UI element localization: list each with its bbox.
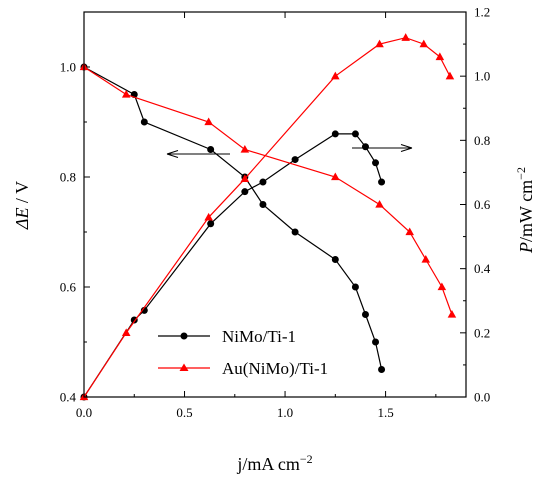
x-tick-label: 0.0	[76, 405, 92, 420]
data-point	[331, 172, 340, 181]
right-tick-label: 0.6	[474, 197, 491, 212]
x-axis-title: j/mA cm−2	[236, 452, 312, 474]
x-tick-label: 0.5	[176, 405, 192, 420]
left-tick-label: 1.0	[60, 60, 76, 75]
legend-label-au-nimo: Au(NiMo)/Ti-1	[222, 359, 328, 378]
data-point	[207, 146, 215, 153]
x-tick-label: 1.5	[377, 405, 393, 420]
right-tick-label: 0.0	[474, 390, 490, 405]
left-axis-title: ΔE / V	[12, 181, 32, 230]
right-tick-label: 1.0	[474, 69, 490, 84]
x-tick-label: 1.0	[277, 405, 293, 420]
data-point	[435, 52, 445, 61]
x-tick-labels: 0.0 0.5 1.0 1.5	[76, 405, 394, 420]
series-line	[83, 66, 383, 370]
data-point	[140, 118, 148, 126]
left-tick-label: 0.8	[60, 170, 76, 185]
data-point	[372, 159, 380, 167]
legend-item-nimo: NiMo/Ti-1	[158, 327, 296, 346]
data-point	[241, 188, 249, 196]
right-tick-label: 1.2	[474, 5, 490, 20]
data-point	[121, 328, 131, 336]
data-point	[447, 310, 457, 318]
data-point	[207, 220, 215, 228]
data-point	[361, 143, 369, 151]
legend-label-nimo: NiMo/Ti-1	[222, 327, 296, 346]
data-point	[204, 212, 213, 221]
data-point	[331, 130, 339, 138]
series-2-voltage	[79, 62, 457, 318]
series-line	[83, 66, 453, 315]
data-point	[331, 256, 339, 263]
data-point	[351, 283, 359, 291]
data-point	[331, 71, 340, 80]
data-point	[405, 227, 414, 236]
left-axis-arrow	[166, 150, 230, 158]
data-point	[437, 282, 447, 291]
data-point	[375, 200, 384, 208]
left-tick-label: 0.4	[60, 390, 77, 405]
data-point	[240, 145, 250, 153]
left-tick-label: 0.6	[60, 280, 77, 295]
series-line	[83, 37, 451, 398]
left-tick-labels: 0.4 0.6 0.8 1.0	[60, 60, 77, 405]
right-tick-label: 0.4	[474, 261, 491, 276]
legend-item-au-nimo: Au(NiMo)/Ti-1	[158, 359, 328, 378]
data-point	[375, 39, 384, 48]
right-tick-labels: 0.0 0.2 0.4 0.6 0.8 1.0 1.2	[474, 5, 491, 405]
data-point	[361, 311, 369, 318]
data-point	[121, 90, 131, 98]
data-point	[372, 338, 380, 346]
series-3-power	[79, 33, 455, 401]
data-point	[378, 366, 386, 373]
data-point	[351, 130, 359, 138]
data-point	[259, 178, 267, 186]
legend: NiMo/Ti-1 Au(NiMo)/Ti-1	[158, 327, 328, 378]
right-axis-title: P/mW cm−2	[514, 167, 536, 254]
data-point	[140, 306, 148, 314]
data-point	[259, 201, 267, 208]
data-point	[204, 117, 213, 126]
series-layer	[79, 33, 457, 401]
data-point	[421, 255, 431, 263]
data-point	[445, 71, 455, 80]
right-tick-label: 0.8	[474, 133, 490, 148]
plot-frame	[83, 11, 467, 398]
right-axis-arrow	[352, 144, 413, 152]
data-point	[378, 178, 386, 186]
right-tick-label: 0.2	[474, 325, 490, 340]
data-point	[240, 174, 250, 182]
data-point	[419, 39, 429, 48]
data-point	[291, 228, 299, 236]
series-line	[83, 133, 383, 398]
data-point	[401, 33, 410, 41]
data-point	[291, 156, 299, 164]
